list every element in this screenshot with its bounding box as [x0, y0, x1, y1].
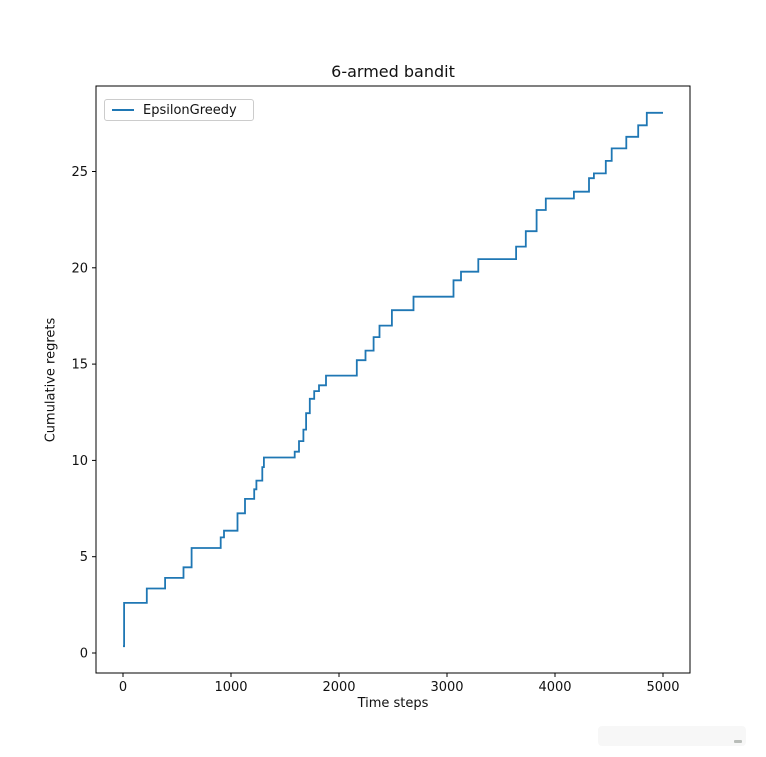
overlay-handle-icon	[734, 740, 742, 743]
x-tick-label: 3000	[430, 680, 463, 695]
y-tick-label: 20	[71, 261, 88, 276]
x-tick-label: 4000	[538, 680, 571, 695]
y-tick-label: 10	[71, 454, 88, 469]
y-tick-label: 15	[71, 358, 88, 373]
plot-border	[95, 85, 691, 674]
x-tick-label: 5000	[646, 680, 679, 695]
y-tick-label: 5	[80, 550, 88, 565]
x-tick-label: 0	[119, 680, 127, 695]
bottom-right-overlay	[598, 726, 746, 746]
legend-line-sample-icon	[112, 108, 134, 112]
y-tick-label: 25	[71, 165, 88, 180]
x-axis-label: Time steps	[357, 696, 429, 711]
legend-box: EpsilonGreedy	[104, 99, 254, 121]
x-tick-label: 2000	[322, 680, 355, 695]
y-axis-label: Cumulative regrets	[43, 317, 59, 443]
y-tick-label: 0	[80, 647, 88, 662]
x-tick-label: 1000	[214, 680, 247, 695]
chart-title: 6-armed bandit	[331, 62, 455, 81]
series-line-EpsilonGreedy	[123, 111, 663, 648]
legend-entry-label: EpsilonGreedy	[143, 102, 237, 118]
